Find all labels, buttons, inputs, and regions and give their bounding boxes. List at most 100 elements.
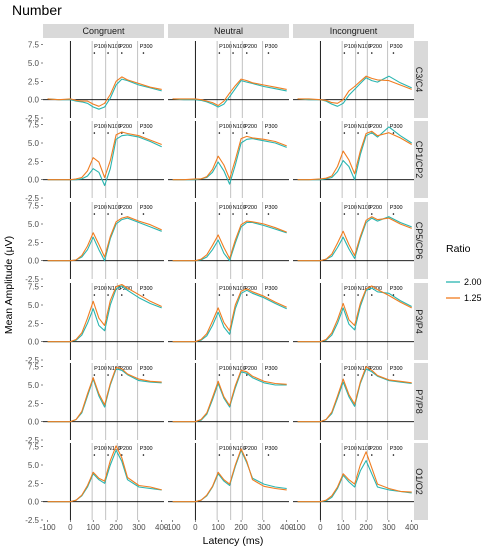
- strip-c3-c4: C3/C4: [410, 41, 428, 118]
- x-tick-label: 400: [280, 523, 294, 532]
- significance-marker: [357, 132, 359, 134]
- x-tick-label: -100: [290, 523, 307, 532]
- component-label-p100: P100: [94, 205, 107, 211]
- significance-marker: [107, 374, 109, 376]
- significance-marker: [267, 132, 270, 134]
- y-tick-label: -2.5: [25, 356, 39, 365]
- strip-label: CP1/CP2: [414, 141, 424, 179]
- significance-marker: [343, 454, 346, 456]
- component-label-p100: P100: [344, 44, 357, 50]
- component-label-p100: P100: [94, 44, 107, 50]
- component-label-n100: N100: [233, 44, 246, 50]
- y-tick-label: 2.5: [28, 319, 40, 328]
- panel-background: [168, 283, 289, 360]
- significance-marker: [245, 132, 248, 134]
- strip-o1-o2: O1/O2: [410, 443, 428, 520]
- significance-marker: [120, 374, 123, 376]
- component-label-p300: P300: [265, 446, 278, 452]
- x-axis-title: Latency (ms): [203, 535, 264, 547]
- component-label-p200: P200: [119, 124, 132, 130]
- component-label-p200: P200: [369, 446, 382, 452]
- series-line-1-25: [47, 283, 162, 343]
- panel-background: [168, 202, 289, 279]
- component-label-p300: P300: [140, 366, 153, 372]
- significance-marker: [370, 454, 373, 456]
- significance-marker: [343, 132, 346, 134]
- component-label-n100: N100: [108, 286, 121, 292]
- component-label-p200: P200: [244, 44, 257, 50]
- significance-marker: [232, 454, 234, 456]
- significance-marker: [232, 374, 234, 376]
- component-label-p100: P100: [219, 366, 232, 372]
- y-tick-label: 0.0: [28, 257, 40, 266]
- y-tick-label: 0.0: [28, 176, 40, 185]
- strip-bg: [410, 41, 428, 118]
- panel-background: [43, 443, 164, 520]
- significance-marker: [93, 374, 96, 376]
- component-label-p100: P100: [219, 205, 232, 211]
- component-label-p100: P100: [94, 286, 107, 292]
- y-tick-label: 7.5: [28, 202, 40, 211]
- significance-marker: [357, 454, 359, 456]
- component-label-n100: N100: [233, 366, 246, 372]
- y-axis-title: Mean Amplitude (μV): [3, 236, 15, 334]
- x-tick-label: 100: [87, 523, 101, 532]
- significance-marker: [357, 374, 359, 376]
- y-tick-label: -2.5: [25, 275, 39, 284]
- significance-marker: [142, 454, 145, 456]
- component-label-p100: P100: [94, 124, 107, 130]
- y-tick-label: 2.5: [28, 399, 40, 408]
- panel-background: [168, 41, 289, 118]
- series-line-1-25: [297, 451, 412, 503]
- x-tick-label: 100: [212, 523, 226, 532]
- significance-marker: [120, 294, 123, 296]
- series-line-2-00: [297, 126, 412, 181]
- significance-marker: [370, 294, 373, 296]
- component-label-p100: P100: [344, 124, 357, 130]
- x-tick-label: 0: [318, 523, 323, 532]
- strip-neutral: Neutral: [168, 24, 289, 38]
- series-line-1-25: [297, 75, 412, 104]
- significance-marker: [343, 294, 346, 296]
- component-label-n100: N100: [233, 205, 246, 211]
- component-label-n100: N100: [233, 124, 246, 130]
- strip-bg: [410, 443, 428, 520]
- component-label-p300: P300: [140, 44, 153, 50]
- significance-marker: [218, 374, 221, 376]
- component-label-p200: P200: [244, 124, 257, 130]
- strip-p7-p8: P7/P8: [410, 363, 428, 440]
- x-tick-label: 100: [337, 523, 351, 532]
- strip-bg: [43, 24, 164, 38]
- y-tick-label: 5.0: [28, 301, 40, 310]
- significance-marker: [357, 294, 359, 296]
- significance-marker: [232, 213, 234, 215]
- series-line-2-00: [172, 80, 287, 108]
- significance-marker: [232, 294, 234, 296]
- legend-title: Ratio: [446, 243, 471, 255]
- strip-label: Congruent: [82, 26, 125, 36]
- significance-marker: [245, 52, 248, 54]
- significance-marker: [245, 213, 248, 215]
- y-tick-label: 0.0: [28, 338, 40, 347]
- y-tick-label: -2.5: [25, 436, 39, 445]
- legend: Ratio 2.00 1.25: [446, 243, 482, 303]
- legend-label-2-00: 2.00: [464, 277, 482, 287]
- strip-congruent: Congruent: [43, 24, 164, 38]
- component-label-n100: N100: [108, 124, 121, 130]
- legend-label-1-25: 1.25: [464, 293, 482, 303]
- panel-background: [43, 283, 164, 360]
- significance-marker: [93, 132, 96, 134]
- strip-label: CP5/CP6: [414, 222, 424, 260]
- significance-marker: [142, 213, 145, 215]
- panel-background: [293, 202, 414, 279]
- component-label-n100: N100: [358, 124, 371, 130]
- chart-title: Number: [12, 2, 62, 18]
- significance-marker: [343, 52, 346, 54]
